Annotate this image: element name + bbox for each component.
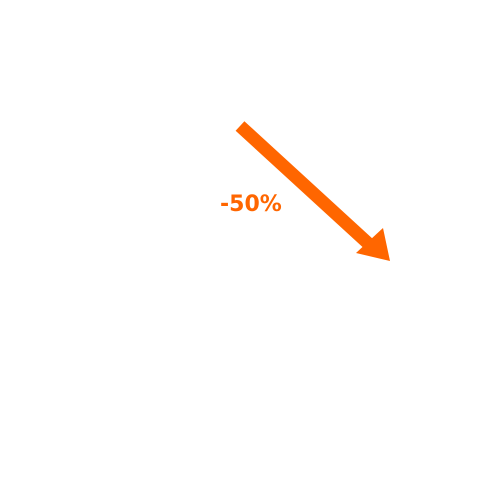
- arrow-head: [356, 228, 390, 261]
- arrow-shaft: [235, 121, 376, 251]
- percent-change-label: -50%: [220, 192, 282, 217]
